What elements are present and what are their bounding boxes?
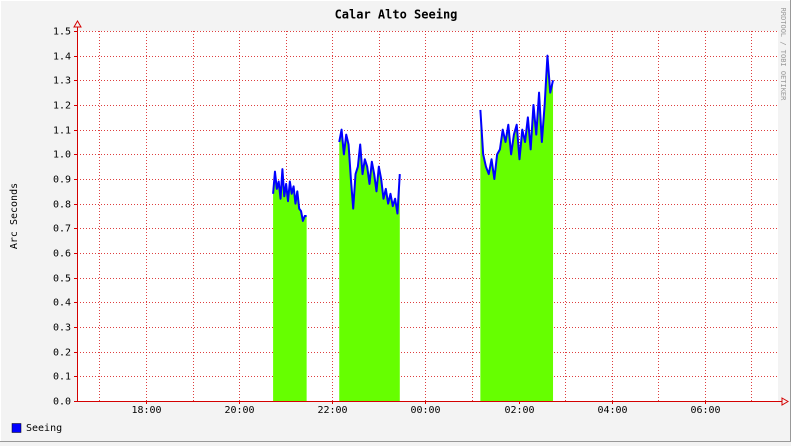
legend-label: Seeing (26, 423, 62, 434)
y-tick-label: 0.9 (53, 175, 71, 186)
y-axis-arrow (73, 20, 82, 28)
y-tick-label: 0.0 (53, 397, 71, 408)
x-tick-label: 18:00 (131, 405, 161, 416)
y-tick-label: 1.1 (53, 126, 71, 137)
y-tick-label: 1.2 (53, 101, 71, 112)
y-tick-label: 0.1 (53, 372, 71, 383)
axes: 0.0 0.1 0.2 0.3 0.4 0.5 0.6 0.7 0.8 0.9 1.0 1.1 1.2 1… (53, 20, 789, 416)
legend-swatch (11, 423, 22, 433)
y-tick-label: 1.5 (53, 27, 71, 38)
y-tick-label: 1.4 (53, 52, 71, 63)
x-tick-label: 00:00 (410, 405, 440, 416)
x-tick-label: 20:00 (224, 405, 254, 416)
chart-title: Calar Alto Seeing (335, 8, 458, 22)
watermark: RRDTOOL / TOBI OETIKER (779, 8, 787, 102)
y-axis-label: Arc Seconds (9, 183, 20, 249)
line (479, 54, 555, 180)
x-tick-label: 22:00 (317, 405, 347, 416)
y-tick-label: 1.3 (53, 76, 71, 87)
line (272, 168, 307, 222)
x-tick-label: 02:00 (504, 405, 534, 416)
line (338, 128, 401, 215)
plot-area (77, 31, 778, 401)
area (273, 169, 307, 401)
legend: Seeing (11, 423, 62, 434)
y-tick-label: 0.8 (53, 200, 71, 211)
y-tick-label: 0.5 (53, 274, 71, 285)
y-tick-label: 1.0 (53, 150, 71, 161)
y-tick-label: 0.6 (53, 249, 71, 260)
y-tick-label: 0.4 (53, 298, 71, 309)
x-tick-label: 06:00 (690, 405, 720, 416)
y-tick-label: 0.2 (53, 348, 71, 359)
data (272, 54, 555, 402)
x-axis-arrow (781, 397, 789, 406)
y-tick-label: 0.7 (53, 224, 71, 235)
y-tick-label: 0.3 (53, 323, 71, 334)
area (480, 55, 554, 402)
x-tick-label: 04:00 (597, 405, 627, 416)
